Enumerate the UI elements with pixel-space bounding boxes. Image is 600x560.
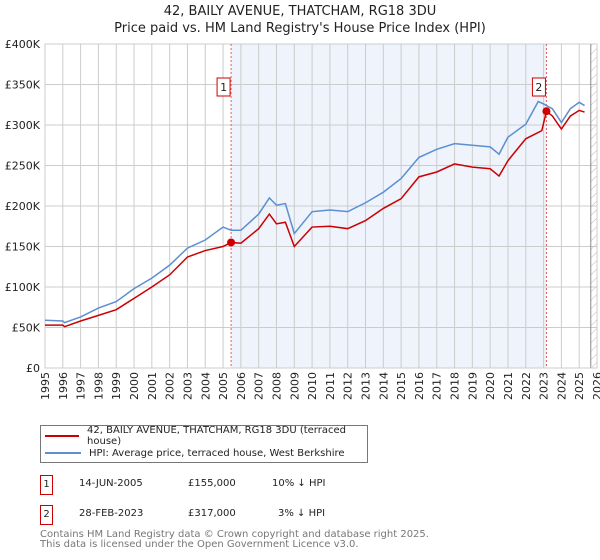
x-tick-label: 2013	[360, 372, 373, 400]
x-tick-label: 2024	[555, 372, 568, 400]
y-tick-label: £100K	[5, 281, 41, 294]
x-tick-label: 2012	[342, 372, 355, 400]
y-tick-label: £200K	[5, 200, 41, 213]
x-tick-label: 2000	[128, 372, 141, 400]
price-chart: 1995 1996 1997 1998 1999 2000 2001 2002 2003 2004…	[5, 38, 600, 400]
legend-swatch-red	[45, 435, 80, 437]
transaction-badge: 2	[40, 505, 53, 525]
sale-label-box	[531, 77, 546, 97]
legend: 42, BAILY AVENUE, THATCHAM, RG18 3DU (te…	[40, 425, 368, 463]
sale-label: 2	[535, 81, 542, 94]
x-tick-label: 2021	[502, 372, 515, 400]
y-tick-label: £400K	[5, 38, 41, 51]
x-tick-label: 2008	[270, 372, 283, 400]
x-tick-label: 2017	[431, 372, 444, 400]
y-tick-label: £300K	[5, 119, 41, 132]
transaction-hpi: 10% ↓ HPI	[272, 478, 326, 489]
x-tick-label: 2004	[199, 372, 212, 400]
x-tick-label: 2016	[413, 372, 426, 400]
transaction-badge: 1	[40, 475, 53, 495]
x-tick-label: 1995	[39, 372, 52, 400]
x-tick-label: 1996	[57, 372, 70, 400]
x-tick-label: 2026	[591, 372, 600, 400]
sale-label: 1	[220, 81, 227, 94]
x-tick-label: 2015	[395, 372, 408, 400]
x-tick-label: 2019	[466, 372, 479, 400]
x-tick-label: 2014	[377, 372, 390, 400]
transaction-date: 28-FEB-2023	[79, 508, 144, 519]
transaction-price: £155,000	[188, 478, 236, 489]
y-tick-label: £150K	[5, 241, 41, 254]
x-tick-label: 2022	[520, 372, 533, 400]
chart-subtitle: Price paid vs. HM Land Registry's House …	[114, 21, 486, 36]
y-tick-label: £250K	[5, 160, 41, 173]
x-tick-label: 2011	[324, 372, 337, 400]
footer-copyright: Contains HM Land Registry data © Crown c…	[40, 529, 429, 540]
x-tick-label: 2010	[306, 372, 319, 400]
hpi-series-line	[44, 100, 585, 324]
x-tick-label: 1997	[75, 372, 88, 400]
x-tick-label: 2002	[164, 372, 177, 400]
y-tick-label: £350K	[5, 79, 41, 92]
x-tick-label: 2009	[288, 372, 301, 400]
legend-swatch-blue	[45, 452, 81, 454]
sale-label-box	[216, 77, 231, 97]
x-tick-label: 1999	[110, 372, 123, 400]
x-tick-label: 1998	[92, 372, 105, 400]
sale-point	[227, 238, 236, 247]
footer-licence: This data is licensed under the Open Gov…	[40, 539, 359, 550]
transaction-price: £317,000	[188, 508, 236, 519]
transaction-date: 14-JUN-2005	[79, 478, 143, 489]
footer: Contains HM Land Registry data © Crown c…	[40, 530, 429, 550]
legend-item-hpi: HPI: Average price, terraced house, West…	[45, 445, 345, 461]
property-series-line	[45, 109, 585, 328]
chart-title: 42, BAILY AVENUE, THATCHAM, RG18 3DU	[163, 4, 437, 19]
x-tick-label: 2001	[146, 372, 159, 400]
x-tick-label: 2005	[217, 372, 230, 400]
x-tick-label: 2020	[484, 372, 497, 400]
y-tick-label: £0	[26, 362, 40, 375]
plot-border	[44, 43, 598, 369]
x-tick-label: 2007	[253, 372, 266, 400]
x-tick-label: 2003	[181, 372, 194, 400]
legend-item-property: 42, BAILY AVENUE, THATCHAM, RG18 3DU (te…	[45, 425, 367, 447]
sale-point	[542, 107, 551, 116]
legend-label: HPI: Average price, terraced house, West…	[89, 447, 345, 459]
x-tick-label: 2006	[235, 372, 248, 400]
x-tick-label: 2023	[538, 372, 551, 400]
legend-label: 42, BAILY AVENUE, THATCHAM, RG18 3DU (te…	[87, 425, 346, 447]
transaction-hpi: 3% ↓ HPI	[278, 508, 326, 519]
y-tick-label: £50K	[12, 322, 41, 335]
x-tick-label: 2018	[449, 372, 462, 400]
x-tick-label: 2025	[573, 372, 586, 400]
